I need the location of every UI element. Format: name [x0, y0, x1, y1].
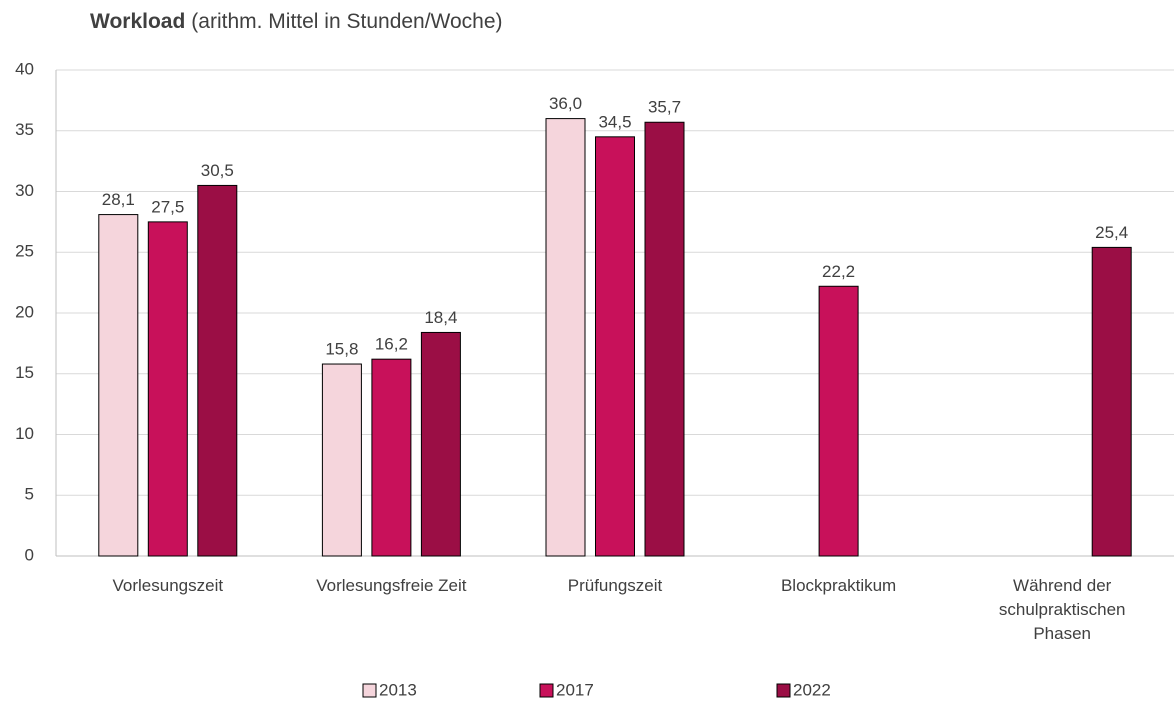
chart-title-line: Workload (arithm. Mittel in Stunden/Woche… — [90, 10, 503, 33]
bar — [644, 121, 685, 557]
bar — [147, 221, 188, 557]
value-label: 30,5 — [201, 161, 234, 180]
legend-swatch — [776, 683, 791, 698]
bar — [1091, 246, 1132, 557]
value-label: 22,2 — [822, 262, 855, 281]
legend-label: 2022 — [793, 680, 831, 699]
y-tick-label: 0 — [25, 545, 34, 564]
legend-swatch — [539, 683, 554, 698]
value-label: 18,4 — [424, 308, 457, 327]
y-tick-label: 20 — [15, 302, 34, 321]
bar — [321, 363, 362, 557]
legend-label: 2013 — [379, 680, 417, 699]
y-tick-label: 30 — [15, 181, 34, 200]
bar — [818, 285, 859, 557]
bar — [197, 184, 238, 557]
legend-swatch — [362, 683, 377, 698]
value-label: 15,8 — [325, 340, 358, 359]
value-label: 25,4 — [1095, 223, 1128, 242]
y-tick-label: 40 — [15, 59, 34, 78]
legend-label: 2017 — [556, 680, 594, 699]
y-tick-label: 25 — [15, 242, 34, 261]
bar — [545, 118, 586, 557]
value-label: 28,1 — [102, 190, 135, 209]
x-tick-label: Während der schulpraktischen Phasen — [998, 576, 1126, 643]
bar — [595, 136, 635, 557]
y-tick-label: 5 — [25, 485, 34, 504]
value-label: 35,7 — [648, 98, 681, 117]
y-tick-label: 10 — [15, 424, 34, 443]
x-tick-label: Vorlesungszeit — [112, 576, 224, 595]
y-tick-label: 35 — [15, 120, 34, 139]
chart-subtitle: (arithm. Mittel in Stunden/Woche) — [191, 10, 502, 33]
value-label: 16,2 — [375, 335, 408, 354]
value-label: 34,5 — [598, 112, 631, 131]
value-label: 36,0 — [549, 94, 582, 113]
chart-title: Workload — [90, 10, 185, 33]
x-tick-label: Blockpraktikum — [780, 576, 897, 595]
x-tick-label: Prüfungszeit — [567, 576, 663, 595]
bar — [371, 358, 412, 557]
x-tick-label: Vorlesungsfreie Zeit — [316, 576, 467, 595]
bar — [98, 214, 139, 557]
value-label: 27,5 — [151, 197, 184, 216]
bar — [420, 331, 461, 557]
y-tick-label: 15 — [15, 363, 34, 382]
